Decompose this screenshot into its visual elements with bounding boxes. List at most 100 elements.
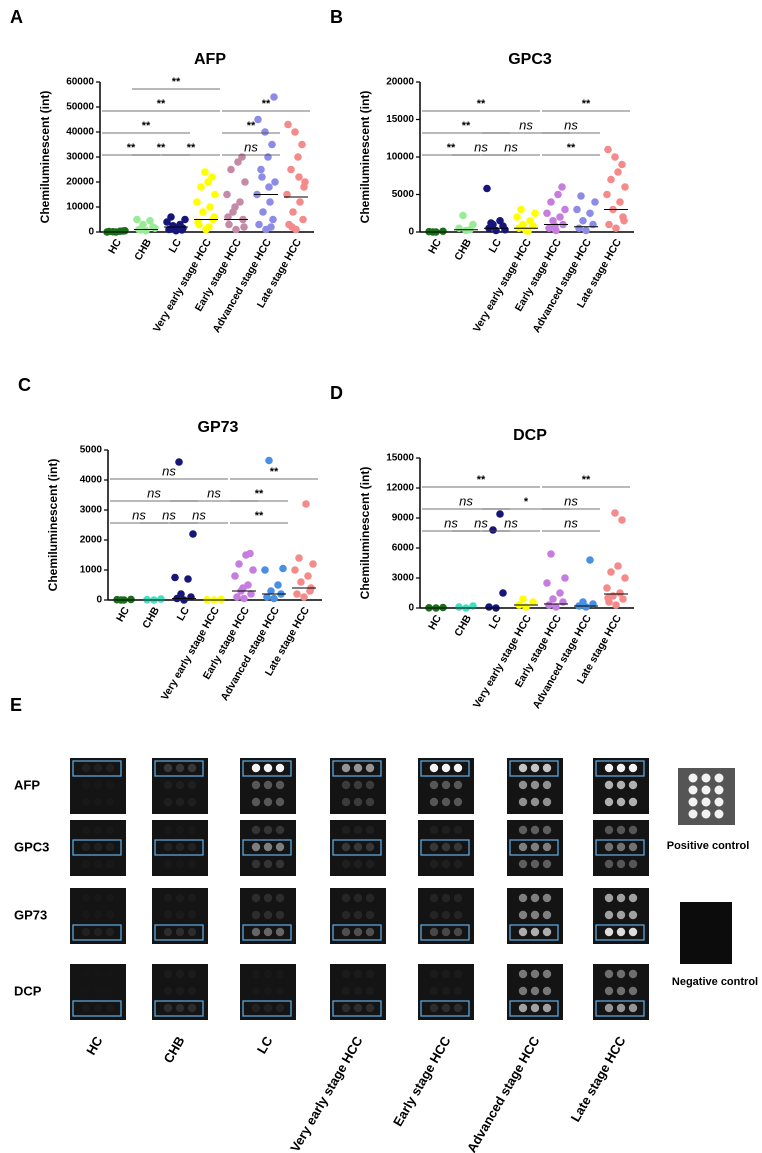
data-point: [206, 203, 214, 211]
blot-spot: [163, 986, 173, 996]
y-tick-label: 20000: [386, 77, 414, 88]
data-point: [559, 598, 567, 606]
x-tick-label: LC: [175, 605, 193, 623]
blot-spot: [701, 797, 711, 807]
blot-spot: [93, 986, 103, 996]
blot-spot: [341, 825, 351, 835]
blot-spot: [251, 986, 261, 996]
blot-spot: [429, 780, 439, 790]
blot-spot: [441, 927, 451, 937]
blot-spot: [163, 1003, 173, 1013]
blot-spot: [187, 969, 197, 979]
significance-label: **: [447, 142, 456, 154]
control-label: Positive control: [667, 840, 750, 852]
blot-spot: [251, 825, 261, 835]
blot-spot: [714, 785, 724, 795]
data-point: [561, 205, 569, 214]
data-point: [545, 601, 553, 609]
blot-spot: [453, 893, 463, 903]
significance-label: ns: [564, 117, 578, 132]
blot-spot: [251, 763, 261, 773]
blot-spot: [341, 763, 351, 773]
data-point: [605, 220, 613, 229]
blot-spot: [530, 825, 540, 835]
x-tick-label: HC: [114, 605, 132, 624]
data-point: [239, 584, 247, 592]
blot-spot: [714, 809, 724, 819]
blot-spot: [251, 969, 261, 979]
x-tick-label: CHB: [452, 237, 474, 263]
data-point: [284, 120, 292, 129]
data-point: [579, 216, 587, 225]
blot-spot: [353, 780, 363, 790]
blot-spot: [341, 927, 351, 937]
data-point: [271, 178, 279, 186]
blot-spot: [251, 842, 261, 852]
blot-spot: [365, 969, 375, 979]
data-point: [225, 220, 233, 229]
x-tick-label: HC: [426, 237, 444, 256]
data-point: [607, 175, 615, 184]
blot-spot: [441, 910, 451, 920]
x-tick-label: CHB: [140, 605, 162, 631]
data-point: [603, 584, 611, 592]
blot-spot: [353, 893, 363, 903]
blot-spot: [353, 969, 363, 979]
significance-label: ns: [132, 507, 146, 522]
blot-spot: [365, 986, 375, 996]
data-point: [306, 587, 314, 595]
blot-spot: [263, 763, 273, 773]
data-point: [614, 562, 622, 570]
data-point: [513, 213, 521, 221]
data-point: [611, 509, 619, 517]
data-point: [255, 220, 263, 229]
highlight-box: [72, 1000, 122, 1017]
blot-spot: [175, 986, 185, 996]
data-point: [300, 183, 308, 191]
blot-spot: [628, 763, 638, 773]
data-point: [201, 168, 209, 176]
blot-spot: [616, 842, 626, 852]
blot-spot: [263, 1003, 273, 1013]
y-tick-label: 3000: [80, 505, 103, 516]
significance-label: **: [462, 120, 471, 132]
blot-spot: [105, 797, 115, 807]
blot-spot: [275, 893, 285, 903]
data-point: [133, 215, 141, 224]
blot-spot: [453, 910, 463, 920]
blot-spot: [518, 825, 528, 835]
data-point: [529, 598, 537, 606]
data-point: [547, 550, 555, 558]
data-point: [167, 213, 175, 221]
data-point: [589, 600, 597, 608]
blot-spot: [453, 927, 463, 937]
blot-spot: [175, 859, 185, 869]
highlight-box: [595, 839, 645, 856]
blot-spot: [81, 763, 91, 773]
blot-spot: [628, 910, 638, 920]
data-point: [288, 223, 296, 231]
blot-spot: [530, 763, 540, 773]
significance-label: **: [270, 466, 279, 478]
data-point: [604, 145, 612, 154]
data-point: [603, 190, 611, 199]
data-point: [499, 589, 507, 597]
data-point: [621, 183, 629, 191]
data-point: [618, 160, 626, 169]
blot-spot: [714, 773, 724, 783]
blot-spot: [616, 825, 626, 835]
blot-spot: [530, 1003, 540, 1013]
data-point: [287, 165, 295, 174]
blot-spot: [542, 825, 552, 835]
blot-spot: [81, 780, 91, 790]
blot-spot: [105, 842, 115, 852]
blot-spot: [251, 927, 261, 937]
x-tick-label: HC: [106, 237, 124, 256]
data-point: [267, 587, 275, 595]
row-label: AFP: [14, 777, 40, 792]
significance-label: **: [127, 142, 136, 154]
blot-spot: [628, 825, 638, 835]
blot-spot: [341, 1003, 351, 1013]
blot-spot: [275, 763, 285, 773]
data-point: [299, 215, 307, 224]
